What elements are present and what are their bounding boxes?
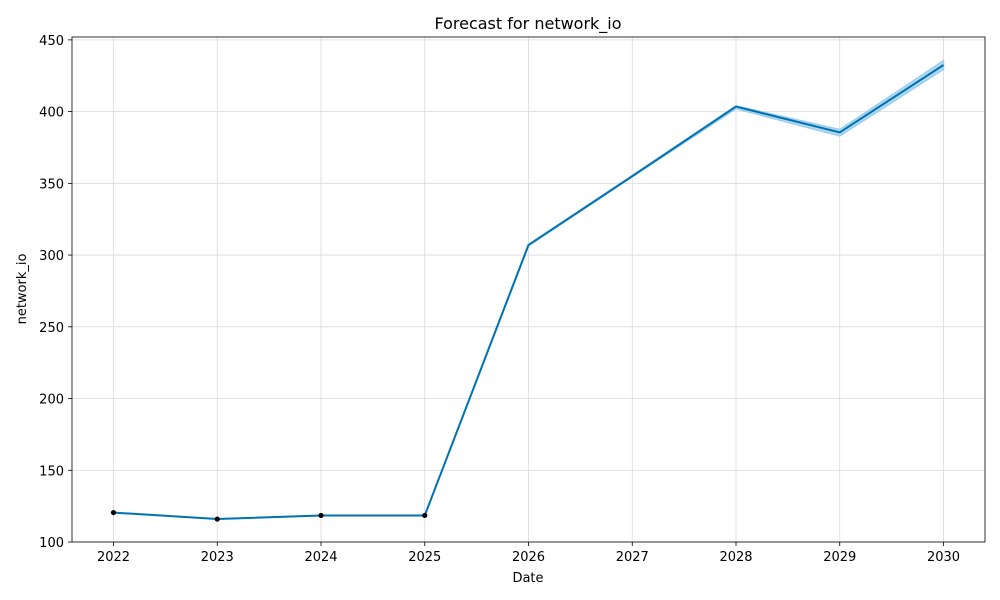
y-tick-label: 100 [39, 536, 64, 551]
x-tick-label: 2024 [304, 550, 337, 565]
x-tick-label: 2028 [719, 550, 752, 565]
x-tick-label: 2030 [927, 550, 960, 565]
forecast-line-layer [113, 64, 945, 521]
y-axis: 100 150 200 250 300 350 400 450 [39, 34, 72, 551]
y-tick-label: 150 [39, 464, 64, 479]
x-axis-title: Date [512, 571, 543, 586]
y-tick-label: 250 [39, 321, 64, 336]
x-tick-label: 2026 [512, 550, 545, 565]
y-tick-label: 300 [39, 249, 64, 264]
x-axis: 2022 2023 2024 2025 2026 2027 2028 2029 2030 [97, 542, 960, 565]
x-tick-label: 2029 [823, 550, 856, 565]
observed-point [318, 512, 324, 519]
y-tick-label: 450 [39, 34, 64, 49]
observed-point [110, 509, 117, 516]
grid [72, 37, 985, 543]
observed-point [422, 512, 428, 519]
x-tick-label: 2022 [97, 550, 130, 565]
observed-points-layer [110, 509, 428, 522]
y-tick-label: 400 [39, 106, 64, 121]
chart-title: Forecast for network_io [434, 14, 621, 34]
x-tick-label: 2027 [616, 550, 649, 565]
x-tick-label: 2023 [201, 550, 234, 565]
x-tick-label: 2025 [408, 550, 441, 565]
forecast-line [113, 64, 945, 521]
y-tick-label: 350 [39, 177, 64, 192]
observed-point [214, 516, 220, 522]
y-axis-title: network_io [15, 254, 30, 325]
y-tick-label: 200 [39, 393, 64, 408]
